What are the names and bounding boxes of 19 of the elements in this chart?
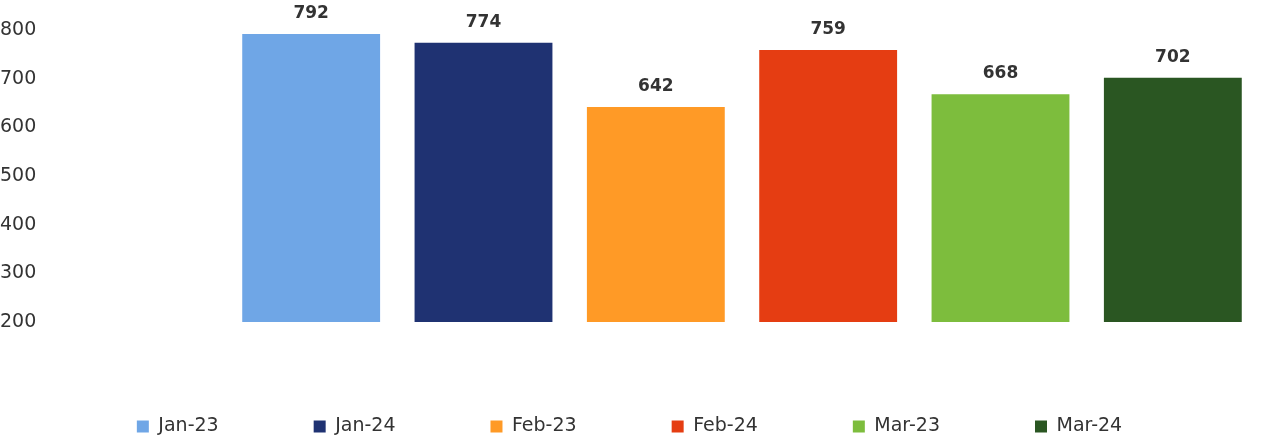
legend-label: Feb-23 <box>511 413 577 436</box>
y-tick-label: 200 <box>0 308 37 331</box>
legend-label: Feb-24 <box>693 413 758 436</box>
y-tick-label: 700 <box>0 65 37 88</box>
y-tick-label: 400 <box>0 211 37 234</box>
legend-label: Jan-23 <box>157 413 219 436</box>
data-label: 792 <box>293 1 329 22</box>
data-label: 759 <box>810 17 846 38</box>
data-label: 774 <box>465 10 502 31</box>
y-tick-label: 600 <box>0 114 37 137</box>
y-tick-label: 500 <box>0 162 37 185</box>
y-tick-label: 300 <box>0 260 37 283</box>
y-tick-label: 800 <box>0 16 37 39</box>
data-label: 642 <box>638 74 674 95</box>
data-label: 668 <box>982 62 1019 83</box>
legend-label: Mar-24 <box>1056 413 1123 436</box>
legend-label: Jan-24 <box>334 413 396 436</box>
data-label: 702 <box>1155 45 1191 66</box>
legend-label: Mar-23 <box>874 413 940 436</box>
